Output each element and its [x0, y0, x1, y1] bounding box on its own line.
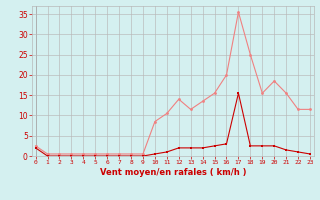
- X-axis label: Vent moyen/en rafales ( km/h ): Vent moyen/en rafales ( km/h ): [100, 168, 246, 177]
